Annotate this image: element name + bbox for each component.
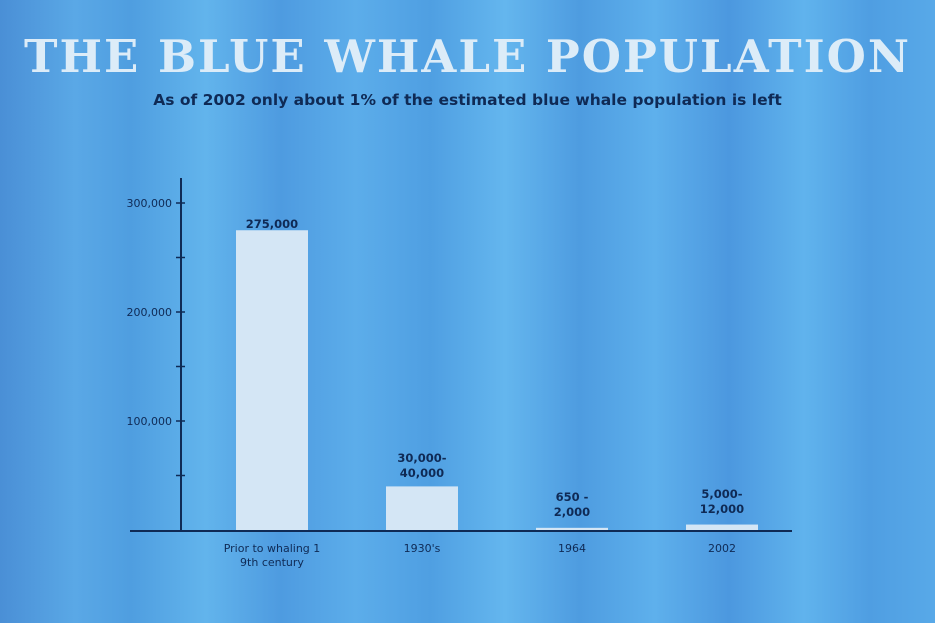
y-tick-label: 200,000: [127, 306, 173, 319]
y-tick-label: 300,000: [127, 197, 173, 210]
x-tick-label: 1930's: [404, 542, 441, 555]
x-tick-label: 2002: [708, 542, 736, 555]
bar: [386, 486, 458, 530]
bar: [236, 230, 308, 530]
axes-group: [130, 178, 792, 532]
chart-subtitle: As of 2002 only about 1% of the estimate…: [153, 91, 782, 109]
bars-group: [236, 230, 758, 530]
chart-title: THE BLUE WHALE POPULATION: [23, 30, 912, 83]
data-label: 30,000-40,000: [397, 451, 446, 480]
bar: [536, 527, 608, 530]
y-tick-label: 100,000: [127, 415, 173, 428]
data-label: 275,000: [246, 217, 298, 231]
data-label: 650 -2,000: [554, 490, 590, 519]
bar: [686, 524, 758, 530]
x-tick-label: Prior to whaling 1 9th century: [224, 542, 321, 569]
data-label: 5,000-12,000: [700, 487, 744, 516]
x-tick-label: 1964: [558, 542, 586, 555]
